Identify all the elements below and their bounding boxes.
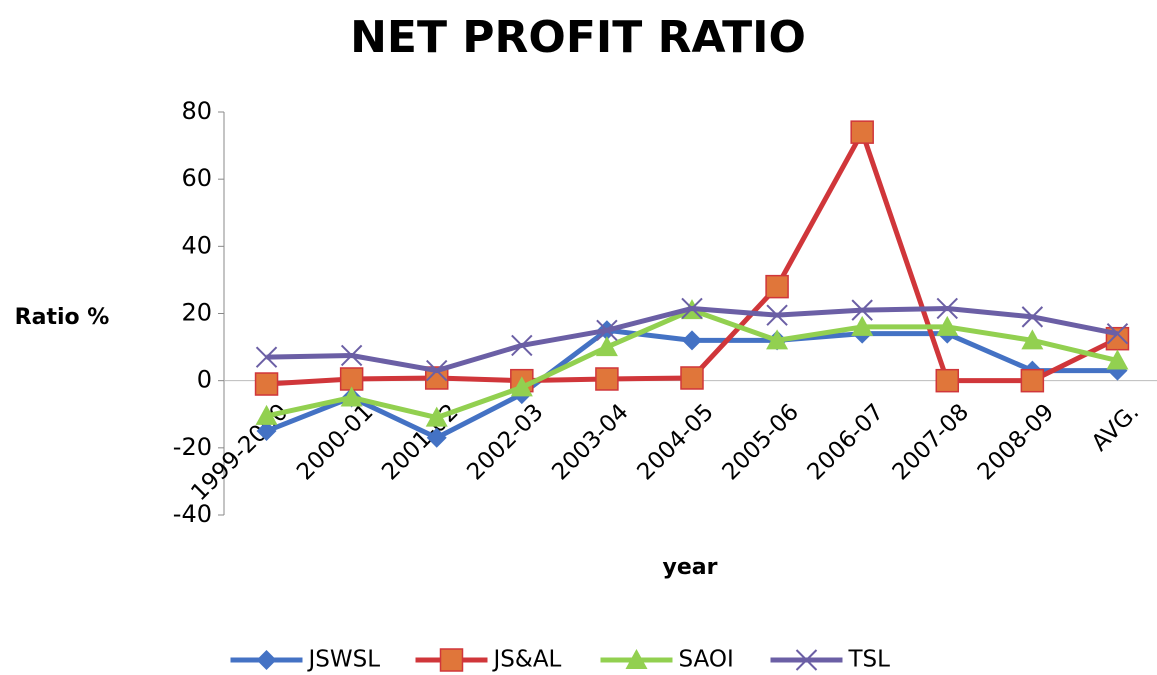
y-axis-label: Ratio % <box>15 305 110 330</box>
legend-label: JSWSL <box>307 647 381 673</box>
marker <box>596 319 618 341</box>
marker <box>1020 368 1045 393</box>
marker <box>425 406 448 427</box>
marker <box>254 372 279 396</box>
legend-label: SAOI <box>679 647 734 673</box>
marker <box>682 330 702 351</box>
legend-item: JSWSL <box>230 647 381 673</box>
marker <box>1106 322 1129 345</box>
y-tick-label: 20 <box>181 299 212 327</box>
legend-label: JS&AL <box>492 647 562 673</box>
marker <box>340 344 363 367</box>
marker <box>340 386 363 407</box>
series <box>254 120 1130 396</box>
marker <box>936 297 958 320</box>
legend-marker <box>795 649 818 671</box>
marker <box>511 334 533 357</box>
marker <box>255 346 278 368</box>
marker <box>1106 349 1129 370</box>
legend-marker <box>625 649 648 669</box>
marker <box>680 366 704 390</box>
marker <box>510 376 533 397</box>
marker <box>766 304 788 326</box>
x-tick-label: 2005-06 <box>718 399 804 485</box>
x-tick-label: 2008-09 <box>973 399 1059 485</box>
x-tick-label: AVG. <box>1087 399 1144 456</box>
legend-item: JS&AL <box>415 647 562 673</box>
marker <box>935 368 960 393</box>
marker <box>851 315 874 336</box>
marker <box>256 421 277 442</box>
x-tick-label: 2002-03 <box>462 399 548 485</box>
legend-label: TSL <box>848 647 891 673</box>
y-tick-label: -20 <box>173 433 212 461</box>
x-tick-label: 2007-08 <box>888 399 974 485</box>
y-tick-label: 0 <box>197 366 212 394</box>
legend-marker <box>439 648 464 672</box>
y-tick-label: 40 <box>181 231 212 259</box>
marker <box>595 336 618 357</box>
x-tick-label: 2004-05 <box>632 399 718 485</box>
marker <box>765 274 789 299</box>
marker <box>1021 306 1044 328</box>
x-tick-label: 2006-07 <box>803 399 889 485</box>
legend-item: TSL <box>770 647 891 673</box>
marker <box>595 367 619 391</box>
marker <box>426 427 447 448</box>
x-axis-label: year <box>663 555 718 580</box>
x-tick-label: 2003-04 <box>547 399 633 485</box>
marker <box>766 329 789 350</box>
marker <box>681 297 703 320</box>
legend-item: SAOI <box>600 647 734 673</box>
marker <box>850 120 874 144</box>
y-tick-label: 80 <box>181 97 212 125</box>
x-tick-label: 2000-01 <box>292 399 378 485</box>
y-tick-label: 60 <box>181 164 212 192</box>
y-tick-label: -40 <box>173 500 212 528</box>
marker <box>1021 329 1044 350</box>
chart-title: NET PROFIT RATIO <box>350 12 806 63</box>
marker <box>255 404 278 425</box>
series <box>255 297 1129 382</box>
marker <box>426 359 448 382</box>
legend-marker <box>256 650 277 670</box>
marker <box>851 299 873 321</box>
marker <box>424 366 449 390</box>
marker <box>936 315 959 336</box>
